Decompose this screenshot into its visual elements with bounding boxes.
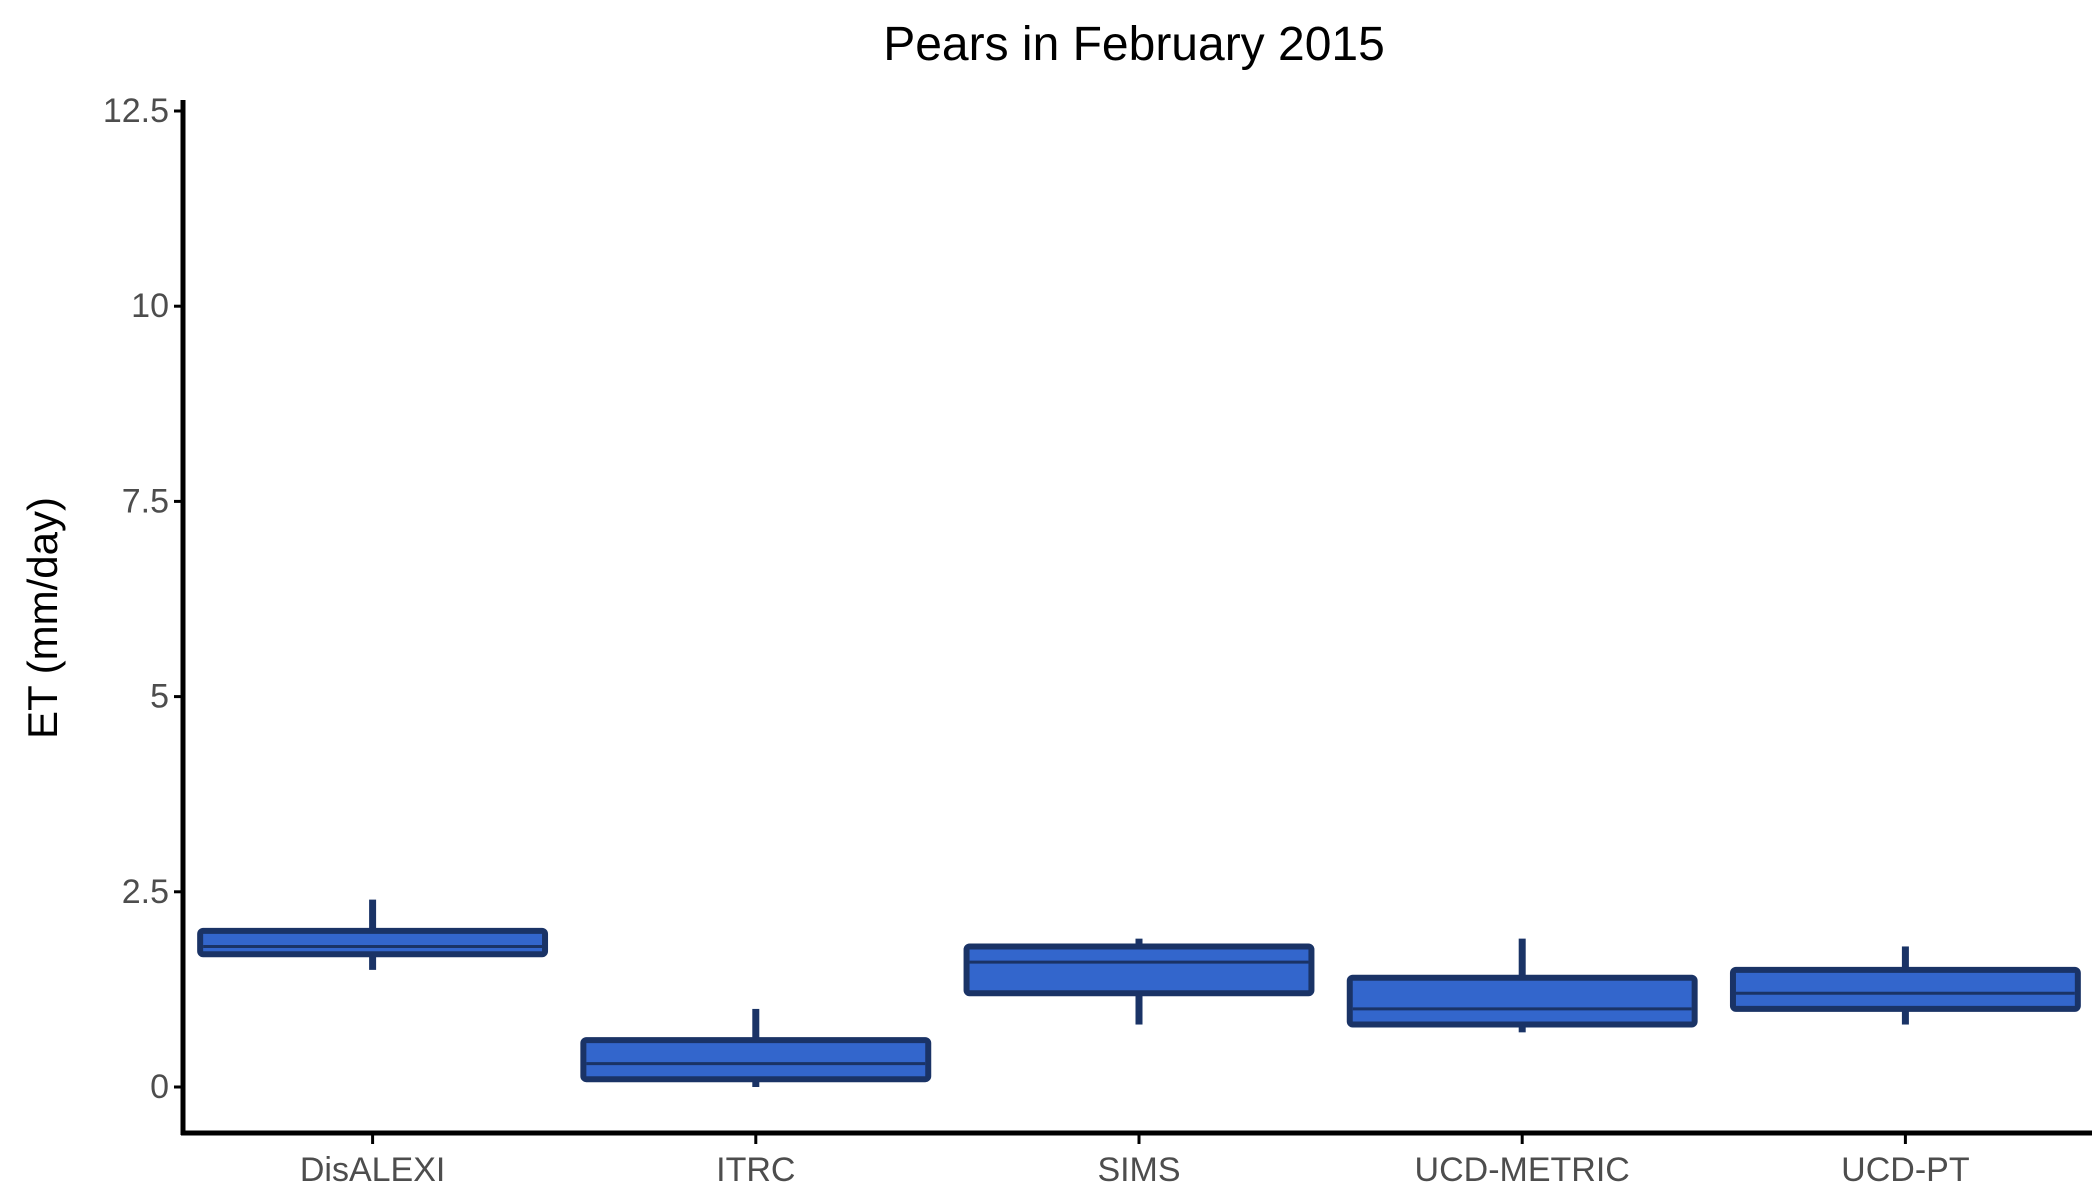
y-axis-ticks: 0 2.5 5 7.5 10 12.5 <box>103 92 183 1106</box>
y-tick-label: 10 <box>131 287 169 325</box>
chart-title: Pears in February 2015 <box>883 18 1385 71</box>
x-tick-label: UCD-PT <box>1841 1151 1969 1189</box>
y-tick-label: 2.5 <box>122 873 169 911</box>
box-ucd-metric <box>1346 938 1698 1033</box>
box-itrc <box>580 1008 932 1087</box>
y-tick-label: 0 <box>150 1068 169 1106</box>
box-sims <box>963 938 1315 1025</box>
box-disalexi <box>197 899 549 970</box>
y-tick-label: 12.5 <box>103 92 169 130</box>
x-tick-label: UCD-METRIC <box>1415 1151 1630 1189</box>
box-body <box>580 1037 932 1083</box>
x-tick-label: SIMS <box>1097 1151 1180 1189</box>
y-axis-label: ET (mm/day) <box>19 497 66 739</box>
x-tick-label: DisALEXI <box>300 1151 446 1189</box>
x-tick-label: ITRC <box>716 1151 795 1189</box>
x-axis-ticks: DisALEXI ITRC SIMS UCD-METRIC UCD-PT <box>300 1133 1970 1189</box>
y-tick-label: 5 <box>150 678 169 716</box>
boxes-group <box>197 899 2081 1087</box>
box-body <box>963 943 1315 997</box>
y-tick-label: 7.5 <box>122 482 169 520</box>
box-ucd-pt <box>1729 946 2081 1025</box>
box-body <box>1729 966 2081 1012</box>
box-body <box>197 927 549 958</box>
box-body <box>1346 974 1698 1028</box>
